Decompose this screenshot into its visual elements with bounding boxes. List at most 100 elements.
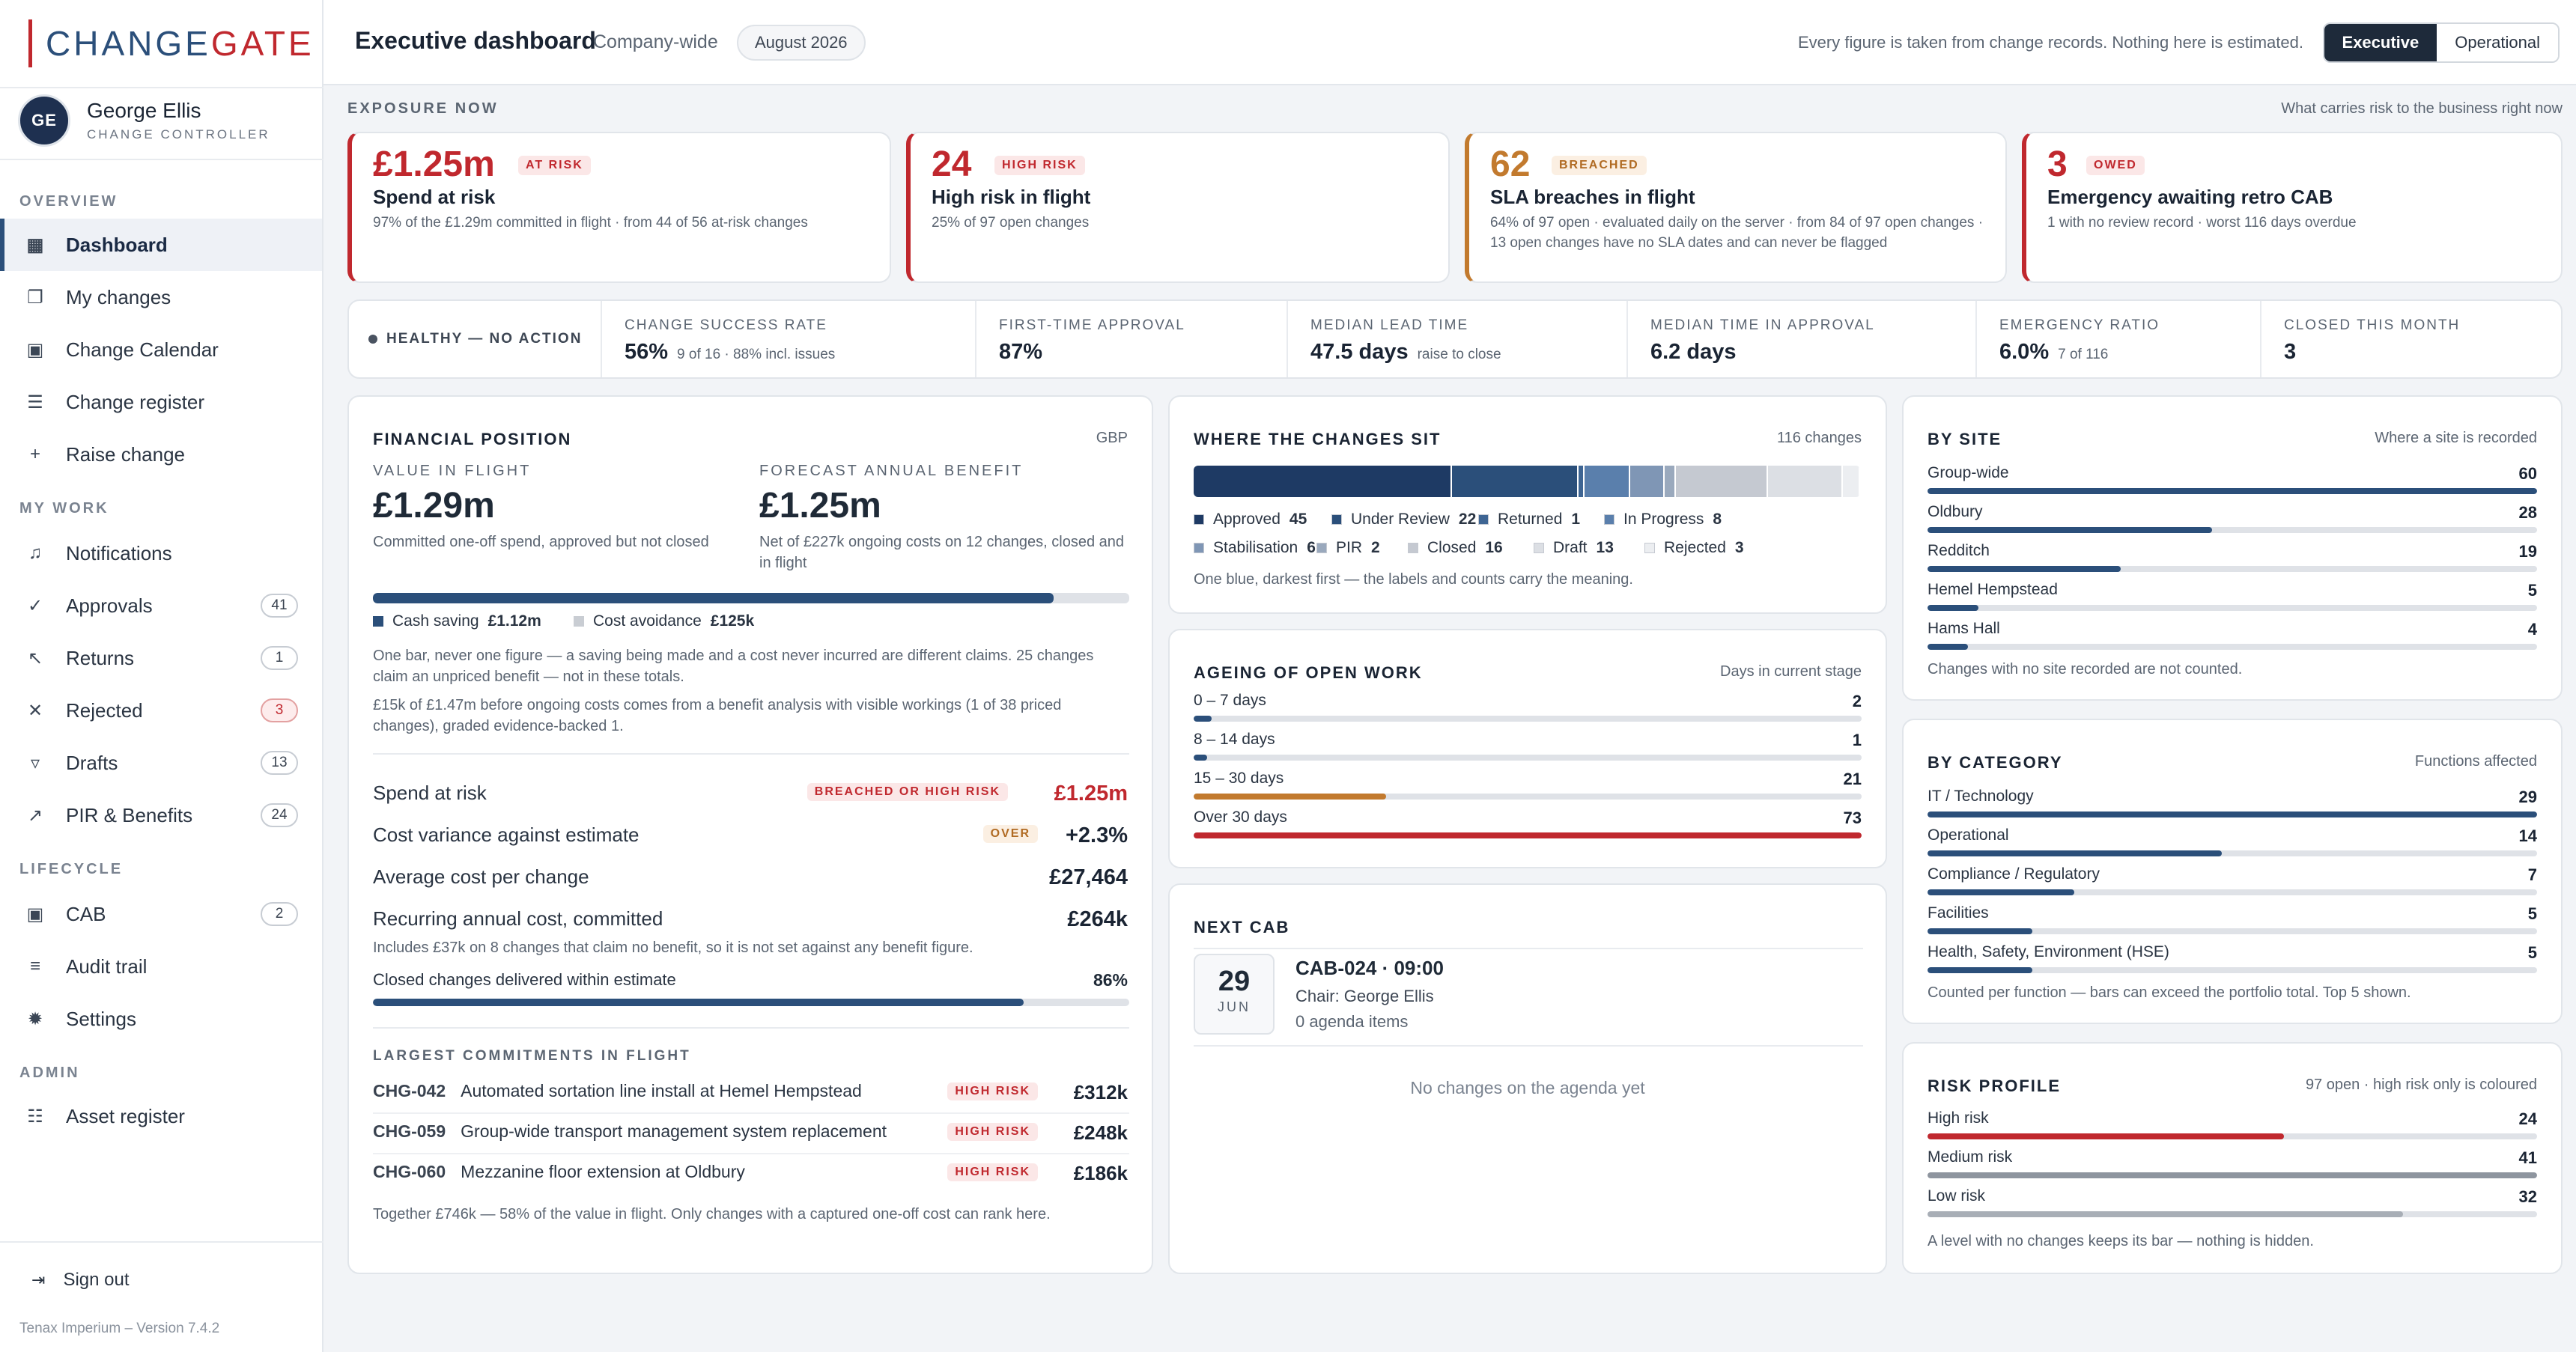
sidebar-item-drafts[interactable]: ▿ Drafts 13 [0, 737, 322, 789]
sidebar-item-returns[interactable]: ↖ Returns 1 [0, 632, 322, 684]
view-toggle[interactable]: Executive Operational [2322, 22, 2560, 63]
kpi-median-time-approval: MEDIAN TIME IN APPROVAL 6.2 days [1626, 301, 1975, 377]
bar-track [1194, 716, 1862, 722]
cost-variance-row: Cost variance against estimate OVER +2.3% [373, 823, 1128, 847]
kpi-first-time-approval: FIRST-TIME APPROVAL 87% [975, 301, 1287, 377]
bar-label: 0 – 7 days [1194, 692, 1266, 709]
calendar-icon: ▣ [26, 339, 44, 360]
legend-swatch [1604, 514, 1614, 525]
bar-track [1928, 850, 2537, 856]
bar-row: Compliance / Regulatory 7 [1928, 865, 2537, 903]
pir-count-badge: 24 [261, 803, 298, 827]
bar-track [1928, 644, 2537, 650]
legend-item: Draft 13 [1534, 539, 1614, 557]
return-arrow-icon: ↖ [27, 648, 43, 669]
status-segment[interactable] [1630, 466, 1665, 497]
bar-fill [1928, 928, 2033, 934]
legend-swatch [1534, 543, 1544, 553]
status-badge: HIGH RISK [947, 1082, 1038, 1100]
bar-track [1928, 1211, 2537, 1217]
commitment-row: CHG-059 Group-wide transport management s… [373, 1121, 1128, 1144]
cab-name[interactable]: CAB-024 · 09:00 [1295, 957, 1444, 979]
bar-value: 60 [2518, 464, 2537, 483]
status-badge: BREACHED OR HIGH RISK [806, 783, 1008, 801]
top-bar: Executive dashboard Company-wide August … [323, 0, 2576, 85]
spend-at-risk-row: Spend at risk BREACHED OR HIGH RISK £1.25m [373, 782, 1128, 806]
bar-value: 5 [2527, 943, 2537, 962]
bar-value: 14 [2518, 826, 2537, 845]
view-executive-button[interactable]: Executive [2324, 24, 2437, 61]
sidebar-item-change-calendar[interactable]: ▣ Change Calendar [26, 338, 219, 361]
bar-track [1928, 1133, 2537, 1139]
bar-row: Redditch 19 [1928, 542, 2537, 579]
sidebar-item-raise-change[interactable]: + Raise change [0, 428, 322, 481]
sidebar-item-my-changes[interactable]: ❐ My changes [0, 271, 322, 323]
kpi-median-lead-time: MEDIAN LEAD TIME 47.5 days raise to close [1287, 301, 1626, 377]
exposure-label: EXPOSURE NOW [347, 100, 499, 117]
bar-label: Health, Safety, Environment (HSE) [1928, 943, 2169, 960]
legend-swatch [1408, 543, 1418, 553]
bar-value: 21 [1843, 770, 1862, 788]
legend-item: Rejected 3 [1644, 539, 1744, 557]
emergency-retro-cab-card[interactable]: 3 OWED Emergency awaiting retro CAB 1 with… [2022, 132, 2563, 283]
bar-row: Over 30 days 73 [1194, 809, 1862, 846]
status-segment[interactable] [1842, 466, 1860, 497]
sidebar-item-settings[interactable]: ✹ Settings [0, 993, 322, 1045]
bar-fill [1928, 605, 1978, 611]
legend-item: Closed 16 [1408, 539, 1503, 557]
sign-out-link[interactable]: ⇥ Sign out [31, 1270, 130, 1290]
risk-profile-panel: RISK PROFILE 97 open · high risk only is … [1902, 1042, 2563, 1274]
sidebar-item-approvals[interactable]: ✓ Approvals 41 [0, 579, 322, 632]
user-profile[interactable]: GE George Ellis CHANGE CONTROLLER [18, 94, 270, 147]
status-segment[interactable] [1452, 466, 1579, 497]
bar-value: 2 [1852, 692, 1862, 710]
sidebar-item-dashboard[interactable]: ▦ Dashboard [0, 219, 322, 271]
legend-swatch [1478, 514, 1489, 525]
status-badge: HIGH RISK [947, 1123, 1038, 1141]
page-title: Executive dashboard [355, 27, 596, 54]
legend-swatch [1644, 543, 1655, 553]
bar-value: 5 [2527, 904, 2537, 923]
status-segment[interactable] [1665, 466, 1677, 497]
bar-label: 8 – 14 days [1194, 731, 1275, 748]
high-risk-card[interactable]: 24 HIGH RISK High risk in flight 25% of 97… [906, 132, 1450, 283]
bar-track [1194, 755, 1862, 761]
bar-value: 29 [2518, 788, 2537, 806]
sidebar-item-audit-trail[interactable]: ≡ Audit trail [0, 940, 322, 993]
status-segment[interactable] [1768, 466, 1843, 497]
bar-row: Medium risk 41 [1928, 1148, 2537, 1186]
bar-label: Operational [1928, 826, 2009, 844]
status-segment[interactable] [1579, 466, 1585, 497]
bar-label: High risk [1928, 1109, 1989, 1127]
bar-fill [1194, 755, 1207, 761]
sidebar-item-notifications[interactable]: ♫ Notifications [0, 527, 322, 579]
calendar-icon: ▣ [26, 904, 44, 925]
bar-fill [1928, 811, 2537, 817]
bar-row: Hams Hall 4 [1928, 620, 2537, 657]
bar-track [1928, 605, 2537, 611]
bar-value: 32 [2518, 1187, 2537, 1206]
delivered-within-estimate-bar [373, 999, 1129, 1006]
sidebar-item-pir-benefits[interactable]: ↗ PIR & Benefits 24 [0, 789, 322, 841]
by-site-panel: BY SITE Where a site is recorded Changes … [1902, 395, 2563, 701]
sidebar-item-rejected[interactable]: ✕ Rejected 3 [0, 684, 322, 737]
period-selector[interactable]: August 2026 [737, 25, 866, 61]
status-segment[interactable] [1676, 466, 1769, 497]
status-segment[interactable] [1584, 466, 1631, 497]
sidebar-item-asset-register[interactable]: ☷ Asset register [0, 1090, 322, 1142]
status-segment[interactable] [1194, 466, 1453, 497]
exposure-note: What carries risk to the business right … [2281, 100, 2563, 117]
grid-icon: ▦ [26, 234, 44, 255]
spend-at-risk-card[interactable]: £1.25m AT RISK Spend at risk 97% of the £1… [347, 132, 891, 283]
bar-label: Low risk [1928, 1187, 1986, 1205]
nav-section-lifecycle: LIFECYCLE [19, 861, 124, 877]
sla-breaches-card[interactable]: 62 BREACHED SLA breaches in flight 64% of … [1465, 132, 2007, 283]
register-icon: ☰ [27, 392, 43, 412]
app-logo[interactable]: CHANGE GATE [28, 19, 315, 67]
sidebar-item-cab[interactable]: ▣ CAB 2 [0, 888, 322, 940]
sidebar-item-change-register[interactable]: ☰ Change register [0, 376, 322, 428]
cab-empty-state: No changes on the agenda yet [1410, 1078, 1645, 1097]
view-operational-button[interactable]: Operational [2437, 24, 2558, 61]
rejected-count-badge: 3 [261, 698, 298, 722]
bar-track [1194, 794, 1862, 800]
